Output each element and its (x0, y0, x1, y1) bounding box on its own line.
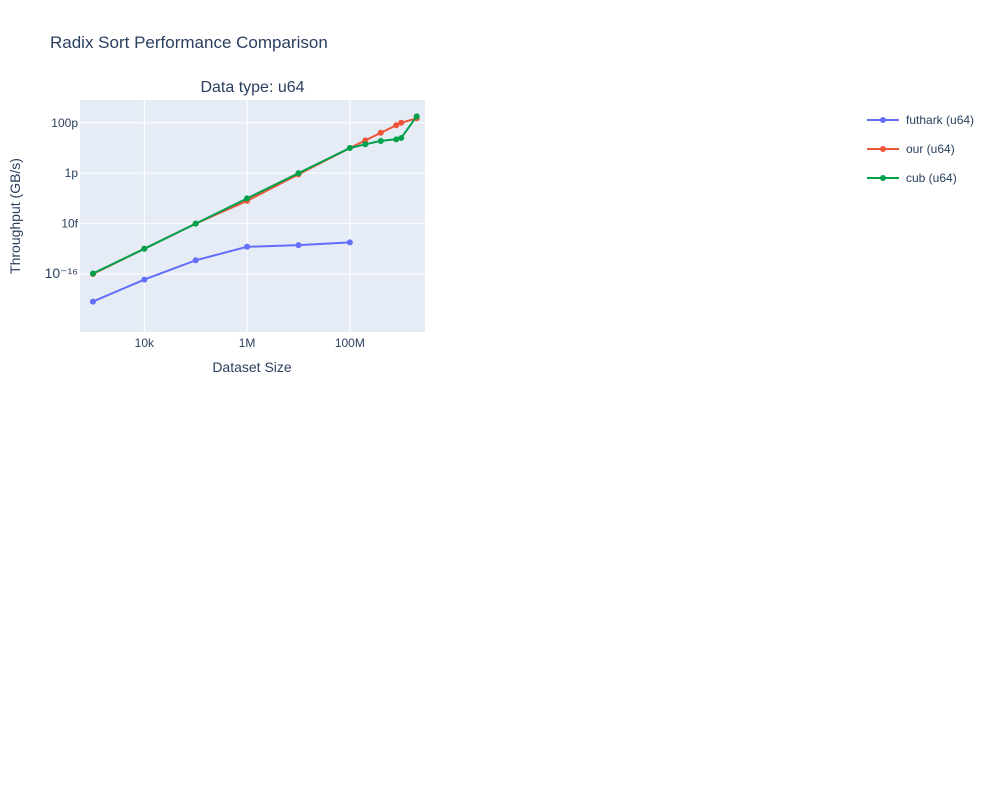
data-point[interactable] (244, 243, 251, 250)
legend-swatch-cub (867, 174, 899, 181)
y-axis-label: Throughput (GB/s) (7, 158, 23, 274)
data-point[interactable] (377, 137, 384, 144)
legend: futhark (u64) our (u64) cub (u64) (866, 105, 974, 192)
x-axis-label: Dataset Size (212, 359, 292, 375)
legend-label: cub (u64) (906, 170, 957, 185)
x-ticks: 10k 1M 100M (135, 336, 365, 350)
series-line-0 (92, 241, 350, 303)
series-layer (89, 113, 420, 305)
data-point[interactable] (192, 220, 199, 227)
data-point[interactable] (413, 113, 420, 120)
grid (80, 100, 425, 332)
data-point[interactable] (362, 141, 369, 148)
legend-label: our (u64) (906, 141, 955, 156)
data-point[interactable] (192, 257, 199, 264)
legend-item-cub[interactable]: cub (u64) (866, 163, 974, 192)
legend-swatch-futhark (867, 116, 899, 123)
data-point[interactable] (295, 170, 302, 177)
page-title: Radix Sort Performance Comparison (50, 33, 328, 52)
data-point[interactable] (377, 129, 384, 136)
x-tick-label: 1M (239, 336, 256, 350)
data-point[interactable] (398, 119, 405, 126)
data-point[interactable] (244, 195, 251, 202)
y-tick-label: 100p (51, 116, 78, 130)
data-point[interactable] (141, 245, 148, 252)
plot-background (80, 100, 425, 332)
legend-swatch-our (867, 145, 899, 152)
legend-item-our[interactable]: our (u64) (866, 134, 974, 163)
data-point[interactable] (346, 239, 353, 246)
data-point[interactable] (89, 270, 96, 277)
y-tick-label: 10⁻¹⁶ (45, 265, 78, 281)
data-point[interactable] (346, 144, 353, 151)
y-tick-label: 1p (65, 166, 79, 180)
data-point[interactable] (141, 276, 148, 283)
data-point[interactable] (295, 242, 302, 249)
x-tick-label: 10k (135, 336, 155, 350)
data-point[interactable] (393, 122, 400, 129)
x-tick-label: 100M (335, 336, 365, 350)
y-ticks: 100p 1p 10f 10⁻¹⁶ (45, 116, 79, 281)
data-point[interactable] (398, 134, 405, 141)
data-point[interactable] (393, 136, 400, 143)
legend-item-futhark[interactable]: futhark (u64) (866, 105, 974, 134)
chart-title: Data type: u64 (200, 79, 305, 96)
legend-label: futhark (u64) (906, 112, 975, 127)
data-point[interactable] (89, 298, 96, 305)
y-tick-label: 10f (61, 217, 78, 231)
